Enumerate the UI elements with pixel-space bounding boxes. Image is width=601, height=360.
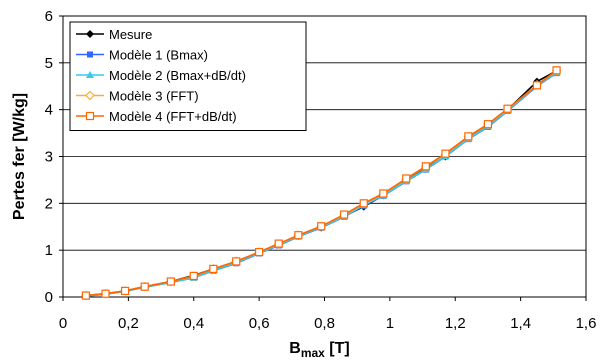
y-tick-label: 3 (45, 149, 53, 166)
x-axis-ticks: 0 0,2 0,4 0,6 0,8 1 1,2 1,4 1,6 (59, 297, 597, 332)
legend-item: Modèle 2 (Bmax+dB/dt) (76, 68, 246, 83)
x-tick-label: 0,6 (249, 315, 270, 332)
data-point-triangle (86, 71, 94, 78)
x-axis-title-sub: max (301, 346, 325, 360)
legend-label: Modèle 2 (Bmax+dB/dt) (109, 68, 246, 83)
legend-item: Modèle 1 (Bmax) (76, 48, 208, 63)
y-axis-title: Pertes fer [W/kg] (11, 93, 28, 220)
data-point-open-square (552, 66, 561, 75)
x-tick-label: 1 (386, 315, 394, 332)
data-point-open-square (317, 222, 326, 231)
x-tick-label: 0,2 (118, 315, 139, 332)
y-tick-label: 0 (45, 289, 53, 306)
data-point-open-square (532, 81, 542, 90)
data-point-diamond (86, 30, 94, 38)
legend-item: Modèle 3 (FFT) (76, 89, 199, 104)
legend-label: Modèle 3 (FFT) (109, 89, 199, 104)
legend-box (69, 21, 307, 131)
x-tick-label: 0,4 (183, 315, 204, 332)
y-tick-label: 4 (45, 102, 53, 119)
legend-item: Mesure (76, 27, 152, 42)
x-axis-title: Bmax [T] (289, 340, 349, 360)
y-tick-label: 2 (45, 195, 53, 212)
x-tick-label: 1,6 (576, 315, 597, 332)
data-point-open-square (340, 210, 349, 219)
legend-label: Mesure (109, 27, 152, 42)
data-point-open-square (421, 162, 430, 171)
data-point-open-square (464, 132, 473, 141)
legend: Mesure Modèle 1 (Bmax) Modèle 2 (Bmax+dB/d… (69, 21, 307, 131)
data-point-open-square (209, 264, 218, 273)
data-point-open-square (232, 257, 241, 266)
data-point-open-square (121, 286, 130, 296)
data-point-open-square (483, 120, 493, 129)
y-tick-label: 5 (45, 55, 53, 72)
data-point-open-square (441, 149, 450, 158)
legend-label: Modèle 4 (FFT+dB/dt) (109, 109, 237, 124)
data-point-open-square (274, 239, 283, 248)
x-axis-title-unit: [T] (325, 340, 350, 357)
data-point-open-square (140, 282, 149, 291)
series (81, 66, 561, 300)
data-point-open-square (101, 289, 110, 298)
data-point-open-square (189, 271, 198, 281)
data-point-open-square (294, 231, 303, 240)
x-tick-label: 0 (59, 315, 67, 332)
x-tick-label: 0,8 (314, 315, 335, 332)
x-axis-title-main: B (289, 340, 301, 357)
data-point-open-square (166, 277, 175, 286)
series-layer (81, 65, 562, 301)
data-point-open-square (81, 291, 90, 300)
data-point-open-diamond (85, 90, 95, 101)
x-tick-label: 1,2 (445, 315, 466, 332)
y-axis-ticks: 0 1 2 3 4 5 6 (45, 8, 63, 306)
data-point-open-square (379, 189, 388, 198)
legend-item: Modèle 4 (FFT+dB/dt) (76, 109, 237, 124)
data-point-open-square (85, 111, 95, 121)
data-point-open-square (402, 174, 411, 183)
data-point-open-square (503, 104, 512, 113)
data-point-square (87, 51, 93, 58)
data-point-open-square (359, 199, 368, 208)
legend-label: Modèle 1 (Bmax) (109, 48, 208, 63)
y-tick-label: 1 (45, 242, 53, 259)
y-tick-label: 6 (45, 8, 53, 25)
x-tick-label: 1,4 (510, 315, 531, 332)
data-point-open-square (255, 247, 264, 257)
